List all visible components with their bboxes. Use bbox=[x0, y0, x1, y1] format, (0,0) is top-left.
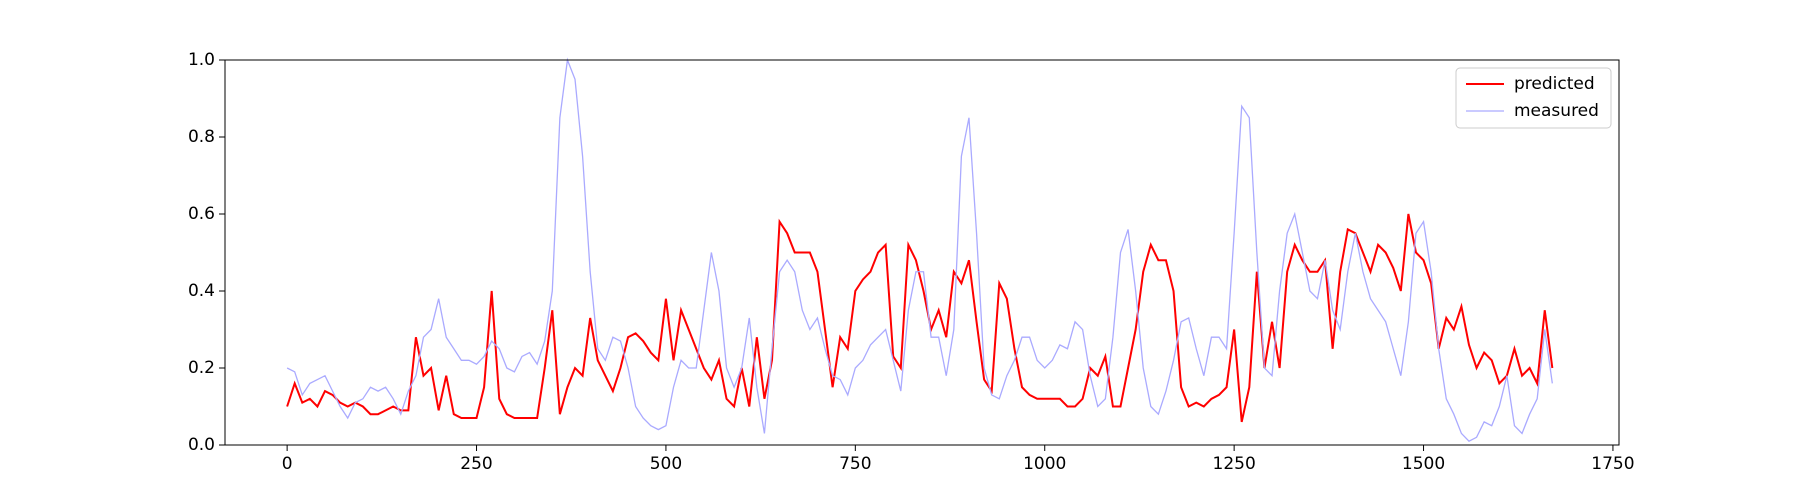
x-tick-label: 1500 bbox=[1402, 454, 1445, 474]
x-tick-label: 1750 bbox=[1591, 454, 1634, 474]
x-tick-label: 500 bbox=[650, 454, 682, 474]
x-tick-label: 250 bbox=[460, 454, 492, 474]
y-tick-label: 1.0 bbox=[188, 50, 215, 70]
y-tick-label: 0.8 bbox=[188, 127, 215, 147]
legend-label: predicted bbox=[1514, 74, 1595, 94]
y-tick-label: 0.6 bbox=[188, 204, 215, 224]
data-line bbox=[286, 57, 1553, 442]
y-tick-label: 0.0 bbox=[188, 435, 215, 455]
data-line bbox=[286, 213, 1554, 423]
y-tick-label: 0.4 bbox=[188, 281, 215, 301]
legend: predicted measured bbox=[1455, 67, 1612, 129]
legend-label: measured bbox=[1514, 101, 1599, 121]
plot-frame bbox=[224, 59, 1620, 446]
x-tick-label: 0 bbox=[282, 454, 293, 474]
y-tick-label: 0.2 bbox=[188, 358, 215, 378]
x-tick-label: 750 bbox=[839, 454, 871, 474]
x-tick-label: 1000 bbox=[1023, 454, 1066, 474]
x-tick-label: 1250 bbox=[1213, 454, 1256, 474]
